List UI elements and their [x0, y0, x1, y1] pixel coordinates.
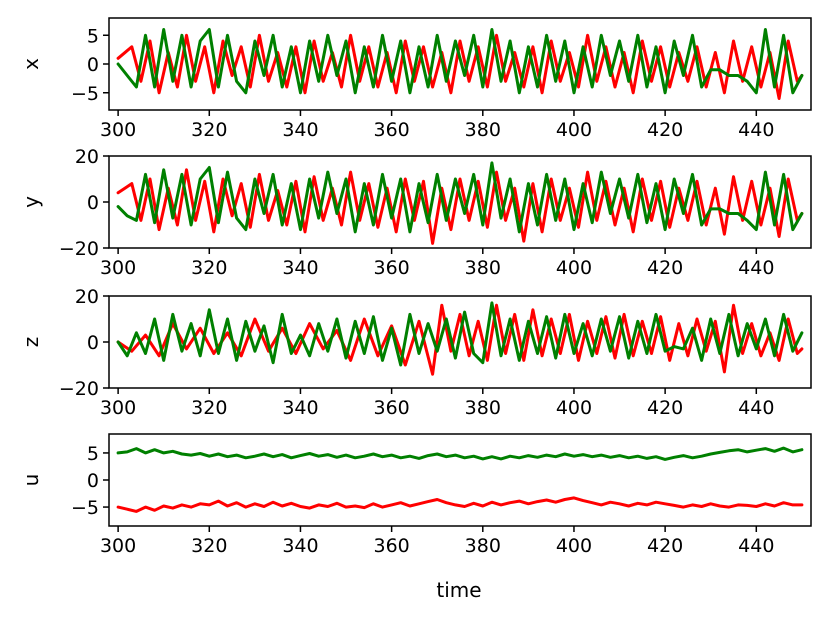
x-tick-label: 320	[191, 397, 227, 419]
y-axis-label-u: u	[19, 474, 43, 487]
y-tick-label: 0	[87, 470, 99, 492]
x-tick-label: 360	[373, 119, 409, 141]
series-group	[116, 28, 804, 100]
x-tick-label: 340	[282, 119, 318, 141]
x-tick-label: 320	[191, 535, 227, 557]
axes-frame	[108, 433, 812, 527]
y-tick-label: 0	[87, 54, 99, 76]
x-tick-label: 320	[191, 257, 227, 279]
x-tick-label: 420	[647, 397, 683, 419]
x-tick-label: 440	[738, 535, 774, 557]
series-group	[116, 446, 804, 513]
x-tick-label: 320	[191, 119, 227, 141]
x-axis-label: time	[436, 578, 481, 602]
x-tick-label: 400	[556, 535, 592, 557]
series-line-red	[116, 168, 804, 245]
x-tick-label: 380	[465, 257, 501, 279]
y-axis-label-x: x	[19, 58, 43, 70]
x-tick-label: 420	[647, 257, 683, 279]
y-tick-label: 0	[87, 332, 99, 354]
x-tick-label: 380	[465, 119, 501, 141]
panel-y: −20 0 20 300 320 340 360 380 400 420 440 y	[19, 146, 812, 279]
y-tick-label: 20	[75, 146, 99, 168]
y-tick-label: 5	[87, 25, 99, 47]
x-tick-label: 440	[738, 397, 774, 419]
x-tick-label: 340	[282, 257, 318, 279]
x-tick-label: 420	[647, 119, 683, 141]
series-line-green	[116, 161, 804, 234]
y-tick-label: −5	[71, 497, 99, 519]
x-tick-label: 400	[556, 119, 592, 141]
x-tick-label: 400	[556, 397, 592, 419]
x-tick-label: 420	[647, 535, 683, 557]
panel-x: −5 0 5 300 320 340 360 380 400 420 440 x	[19, 17, 812, 141]
series-line-red	[116, 496, 804, 513]
x-tick-label: 300	[100, 397, 136, 419]
panel-u: −5 0 5 300 320 340 360 380 400 420 440 u	[19, 433, 812, 557]
x-tick-label: 360	[373, 397, 409, 419]
x-tick-label: 360	[373, 535, 409, 557]
x-tick-label: 440	[738, 257, 774, 279]
x-tick-label: 300	[100, 119, 136, 141]
panel-z: −20 0 20 300 320 340 360 380 400 420 440 z	[19, 286, 812, 419]
series-group	[116, 161, 804, 245]
x-tick-label: 380	[465, 397, 501, 419]
y-tick-label: −20	[59, 378, 99, 400]
series-line-green	[116, 28, 804, 95]
series-line-green	[116, 446, 804, 461]
series-line-green	[116, 301, 804, 367]
x-tick-label: 360	[373, 257, 409, 279]
series-group	[116, 301, 804, 376]
x-tick-label: 340	[282, 397, 318, 419]
x-tick-label: 440	[738, 119, 774, 141]
x-tick-label: 400	[556, 257, 592, 279]
x-tick-label: 380	[465, 535, 501, 557]
x-tick-label: 300	[100, 257, 136, 279]
y-tick-label: −5	[71, 83, 99, 105]
series-line-red	[116, 33, 804, 100]
y-tick-label: −20	[59, 238, 99, 260]
y-tick-label: 20	[75, 286, 99, 308]
y-axis-label-z: z	[19, 337, 43, 348]
y-axis-label-y: y	[19, 196, 43, 208]
y-tick-label: 5	[87, 443, 99, 465]
x-tick-label: 340	[282, 535, 318, 557]
series-line-red	[116, 303, 804, 376]
x-tick-label: 300	[100, 535, 136, 557]
y-tick-label: 0	[87, 192, 99, 214]
